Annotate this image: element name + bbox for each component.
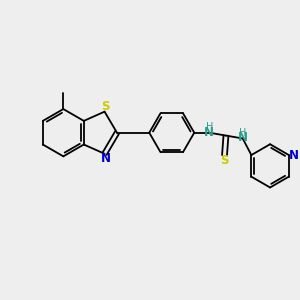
Text: H: H <box>206 122 213 132</box>
Text: N: N <box>204 126 214 139</box>
Text: S: S <box>220 154 229 167</box>
Text: H: H <box>239 128 246 138</box>
Text: S: S <box>101 100 110 113</box>
Text: N: N <box>238 131 248 144</box>
Text: N: N <box>288 148 298 161</box>
Text: N: N <box>100 152 110 165</box>
